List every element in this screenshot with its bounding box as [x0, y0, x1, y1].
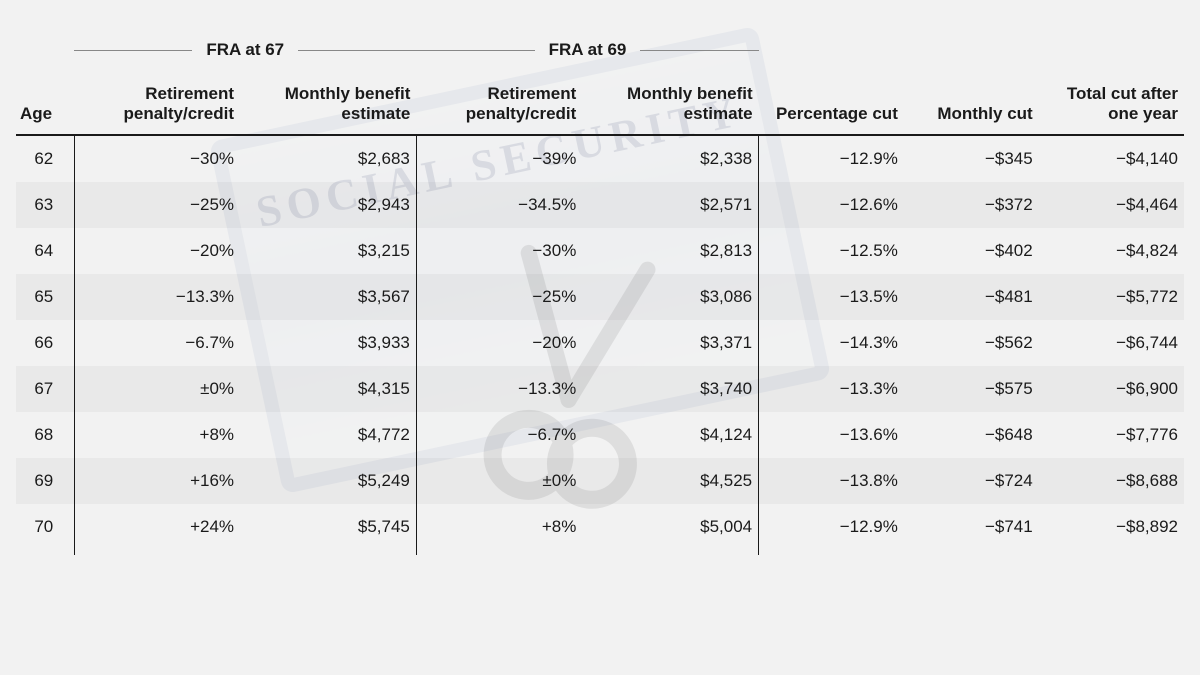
cell-percentage-cut: −12.9% — [759, 504, 904, 555]
table-row: 65−13.3%$3,567−25%$3,086−13.5%−$481−$5,7… — [16, 274, 1184, 320]
cell-penalty-credit-69: −39% — [416, 135, 582, 182]
cell-total-cut: −$8,892 — [1039, 504, 1184, 555]
cell-penalty-credit-67: −25% — [74, 182, 240, 228]
cell-benefit-estimate-69: $4,124 — [582, 412, 758, 458]
cell-penalty-credit-69: −30% — [416, 228, 582, 274]
cell-penalty-credit-69: +8% — [416, 504, 582, 555]
cell-percentage-cut: −13.8% — [759, 458, 904, 504]
table-row: 64−20%$3,215−30%$2,813−12.5%−$402−$4,824 — [16, 228, 1184, 274]
comparison-table: FRA at 67 FRA at 69 Age Retirement penal… — [16, 40, 1184, 555]
group-label: FRA at 67 — [206, 40, 284, 60]
group-header-fra67: FRA at 67 — [74, 40, 416, 64]
cell-penalty-credit-69: −20% — [416, 320, 582, 366]
table-row: 70+24%$5,745+8%$5,004−12.9%−$741−$8,892 — [16, 504, 1184, 555]
cell-penalty-credit-69: −34.5% — [416, 182, 582, 228]
table-row: 69+16%$5,249±0%$4,525−13.8%−$724−$8,688 — [16, 458, 1184, 504]
table-row: 67±0%$4,315−13.3%$3,740−13.3%−$575−$6,90… — [16, 366, 1184, 412]
group-label: FRA at 69 — [549, 40, 627, 60]
cell-monthly-cut: −$575 — [904, 366, 1039, 412]
table-row: 62−30%$2,683−39%$2,338−12.9%−$345−$4,140 — [16, 135, 1184, 182]
cell-penalty-credit-69: ±0% — [416, 458, 582, 504]
cell-benefit-estimate-67: $3,933 — [240, 320, 416, 366]
cell-benefit-estimate-69: $5,004 — [582, 504, 758, 555]
cell-penalty-credit-67: −20% — [74, 228, 240, 274]
cell-penalty-credit-69: −13.3% — [416, 366, 582, 412]
cell-penalty-credit-67: +8% — [74, 412, 240, 458]
col-benefit-estimate-69: Monthly benefit estimate — [582, 70, 758, 135]
col-monthly-cut: Monthly cut — [904, 70, 1039, 135]
cell-monthly-cut: −$562 — [904, 320, 1039, 366]
cell-benefit-estimate-69: $2,338 — [582, 135, 758, 182]
cell-monthly-cut: −$648 — [904, 412, 1039, 458]
table-row: 66−6.7%$3,933−20%$3,371−14.3%−$562−$6,74… — [16, 320, 1184, 366]
cell-total-cut: −$8,688 — [1039, 458, 1184, 504]
cell-percentage-cut: −13.5% — [759, 274, 904, 320]
cell-benefit-estimate-67: $3,567 — [240, 274, 416, 320]
cell-total-cut: −$6,744 — [1039, 320, 1184, 366]
cell-penalty-credit-69: −6.7% — [416, 412, 582, 458]
cell-penalty-credit-67: +16% — [74, 458, 240, 504]
cell-penalty-credit-67: −6.7% — [74, 320, 240, 366]
cell-age: 70 — [16, 504, 74, 555]
cell-age: 67 — [16, 366, 74, 412]
cell-total-cut: −$5,772 — [1039, 274, 1184, 320]
cell-total-cut: −$4,824 — [1039, 228, 1184, 274]
table-body: 62−30%$2,683−39%$2,338−12.9%−$345−$4,140… — [16, 135, 1184, 555]
cell-penalty-credit-67: ±0% — [74, 366, 240, 412]
cell-age: 68 — [16, 412, 74, 458]
cell-penalty-credit-67: +24% — [74, 504, 240, 555]
fra-comparison-table: FRA at 67 FRA at 69 Age Retirement penal… — [16, 40, 1184, 555]
col-penalty-credit-67: Retirement penalty/credit — [74, 70, 240, 135]
cell-age: 64 — [16, 228, 74, 274]
cell-benefit-estimate-69: $3,740 — [582, 366, 758, 412]
group-header-fra69: FRA at 69 — [416, 40, 758, 64]
cell-benefit-estimate-69: $2,813 — [582, 228, 758, 274]
cell-benefit-estimate-69: $3,086 — [582, 274, 758, 320]
cell-monthly-cut: −$741 — [904, 504, 1039, 555]
col-age: Age — [16, 70, 74, 135]
cell-percentage-cut: −13.3% — [759, 366, 904, 412]
cell-monthly-cut: −$372 — [904, 182, 1039, 228]
col-total-cut: Total cut after one year — [1039, 70, 1184, 135]
cell-age: 66 — [16, 320, 74, 366]
cell-percentage-cut: −13.6% — [759, 412, 904, 458]
cell-total-cut: −$4,464 — [1039, 182, 1184, 228]
cell-monthly-cut: −$345 — [904, 135, 1039, 182]
cell-benefit-estimate-67: $4,315 — [240, 366, 416, 412]
table-row: 68+8%$4,772−6.7%$4,124−13.6%−$648−$7,776 — [16, 412, 1184, 458]
cell-percentage-cut: −12.5% — [759, 228, 904, 274]
column-headers: Age Retirement penalty/credit Monthly be… — [16, 70, 1184, 135]
cell-benefit-estimate-67: $5,249 — [240, 458, 416, 504]
cell-benefit-estimate-67: $5,745 — [240, 504, 416, 555]
col-percentage-cut: Percentage cut — [759, 70, 904, 135]
column-group-row: FRA at 67 FRA at 69 — [16, 40, 1184, 70]
cell-benefit-estimate-67: $2,943 — [240, 182, 416, 228]
cell-penalty-credit-69: −25% — [416, 274, 582, 320]
cell-age: 63 — [16, 182, 74, 228]
cell-benefit-estimate-69: $4,525 — [582, 458, 758, 504]
cell-total-cut: −$6,900 — [1039, 366, 1184, 412]
cell-age: 62 — [16, 135, 74, 182]
cell-monthly-cut: −$724 — [904, 458, 1039, 504]
cell-penalty-credit-67: −13.3% — [74, 274, 240, 320]
cell-benefit-estimate-67: $4,772 — [240, 412, 416, 458]
cell-benefit-estimate-67: $2,683 — [240, 135, 416, 182]
cell-total-cut: −$7,776 — [1039, 412, 1184, 458]
col-penalty-credit-69: Retirement penalty/credit — [416, 70, 582, 135]
table-row: 63−25%$2,943−34.5%$2,571−12.6%−$372−$4,4… — [16, 182, 1184, 228]
cell-benefit-estimate-69: $2,571 — [582, 182, 758, 228]
cell-monthly-cut: −$402 — [904, 228, 1039, 274]
cell-age: 69 — [16, 458, 74, 504]
cell-benefit-estimate-69: $3,371 — [582, 320, 758, 366]
cell-total-cut: −$4,140 — [1039, 135, 1184, 182]
cell-percentage-cut: −12.6% — [759, 182, 904, 228]
cell-percentage-cut: −14.3% — [759, 320, 904, 366]
cell-penalty-credit-67: −30% — [74, 135, 240, 182]
cell-monthly-cut: −$481 — [904, 274, 1039, 320]
cell-age: 65 — [16, 274, 74, 320]
cell-percentage-cut: −12.9% — [759, 135, 904, 182]
cell-benefit-estimate-67: $3,215 — [240, 228, 416, 274]
col-benefit-estimate-67: Monthly benefit estimate — [240, 70, 416, 135]
